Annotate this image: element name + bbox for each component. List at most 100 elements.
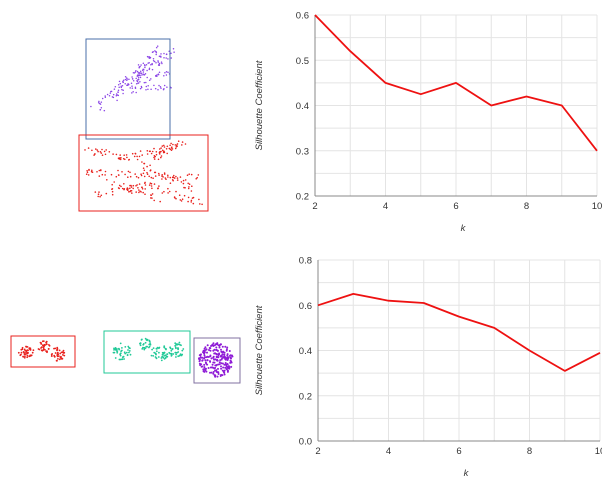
- cluster-point: [23, 351, 25, 354]
- cluster-point: [187, 196, 190, 199]
- cluster-point: [177, 348, 180, 351]
- cluster-point: [25, 345, 28, 348]
- cluster-point: [121, 84, 124, 87]
- cluster-point: [134, 86, 137, 89]
- cluster-point: [174, 147, 177, 150]
- cluster-point: [209, 360, 212, 363]
- x-tick-label: 4: [386, 446, 391, 457]
- cluster-point: [140, 173, 142, 175]
- cluster-point: [149, 169, 152, 172]
- cluster-point: [86, 171, 89, 174]
- cluster-point: [103, 150, 106, 153]
- cluster-point: [170, 52, 172, 55]
- cluster-point: [59, 352, 62, 355]
- cluster-point: [151, 197, 153, 199]
- cluster-point: [150, 194, 153, 196]
- cluster-point: [112, 351, 115, 354]
- cluster-point: [152, 177, 154, 179]
- cluster-point: [178, 194, 181, 196]
- cluster-point: [30, 354, 33, 357]
- x-tick-label: 8: [524, 201, 529, 212]
- cluster-point: [215, 355, 218, 358]
- cluster-point: [147, 88, 149, 90]
- cluster-point: [200, 365, 203, 368]
- cluster-point: [164, 72, 166, 74]
- cluster-point: [155, 357, 158, 360]
- cluster-point: [161, 175, 163, 177]
- cluster-point: [161, 355, 164, 358]
- cluster-point: [205, 348, 208, 351]
- cluster-point: [169, 182, 172, 184]
- cluster-point: [181, 349, 184, 352]
- cluster-point: [164, 177, 167, 179]
- cluster-point: [223, 373, 226, 376]
- hand-cluster-svg: [78, 38, 209, 212]
- cluster-point: [90, 105, 92, 108]
- cluster-point: [134, 71, 137, 73]
- cluster-point: [58, 358, 61, 361]
- cluster-point: [215, 369, 218, 372]
- cluster-point: [161, 62, 163, 65]
- cluster-point: [166, 355, 169, 358]
- cluster-point: [223, 355, 226, 358]
- x-tick-label: 4: [383, 201, 388, 212]
- cluster-point: [97, 101, 100, 104]
- cluster-point: [181, 198, 184, 200]
- cluster-point: [203, 357, 206, 360]
- cluster-point: [101, 97, 104, 100]
- cluster-point: [206, 359, 209, 362]
- cluster-point: [145, 81, 147, 84]
- cluster-point: [163, 355, 166, 357]
- cluster-point: [27, 349, 29, 352]
- cluster-point: [139, 344, 142, 347]
- cluster-point: [29, 354, 32, 357]
- cluster-point: [158, 84, 160, 87]
- cluster-point: [154, 175, 157, 177]
- cluster-point: [25, 351, 27, 354]
- cluster-point: [112, 96, 115, 99]
- cluster-point: [164, 354, 167, 357]
- cluster-point: [173, 174, 175, 177]
- cluster-point: [98, 100, 100, 103]
- cluster-point: [201, 359, 204, 362]
- cluster-point: [171, 148, 174, 150]
- cluster-point: [157, 356, 160, 358]
- cluster-point: [160, 61, 163, 63]
- cluster-point: [192, 196, 195, 199]
- cluster-point: [172, 143, 174, 146]
- cluster-point: [117, 94, 120, 97]
- cluster-point: [133, 72, 136, 74]
- cluster-point: [160, 359, 163, 362]
- cluster-point: [178, 354, 181, 357]
- cluster-point: [167, 58, 169, 60]
- cluster-point: [181, 141, 184, 143]
- cluster-point: [168, 190, 171, 193]
- cluster-point: [151, 193, 154, 195]
- cluster-point: [181, 144, 183, 146]
- cluster-point: [125, 351, 128, 354]
- cluster-point: [157, 61, 160, 63]
- cluster-point: [187, 182, 189, 185]
- cluster-point: [226, 346, 229, 349]
- cluster-point: [156, 75, 158, 77]
- cluster-point: [163, 151, 165, 154]
- cluster-point: [125, 154, 128, 156]
- cluster-point: [139, 342, 142, 345]
- cluster-point: [142, 172, 145, 175]
- cluster-point: [113, 347, 115, 350]
- cluster-point: [109, 92, 112, 94]
- cluster-point: [23, 356, 26, 359]
- cluster-point: [135, 77, 137, 80]
- cluster-point: [131, 78, 134, 80]
- cluster-point: [225, 357, 228, 360]
- cluster-point: [19, 354, 22, 357]
- cluster-point: [214, 364, 217, 367]
- cluster-point: [101, 173, 104, 176]
- cluster-point: [119, 154, 121, 156]
- cluster-point: [21, 346, 24, 349]
- cluster-point: [29, 347, 32, 350]
- cluster-point: [169, 148, 172, 151]
- cluster-point: [179, 353, 182, 355]
- cluster-point: [165, 347, 167, 350]
- cluster-point: [210, 357, 213, 360]
